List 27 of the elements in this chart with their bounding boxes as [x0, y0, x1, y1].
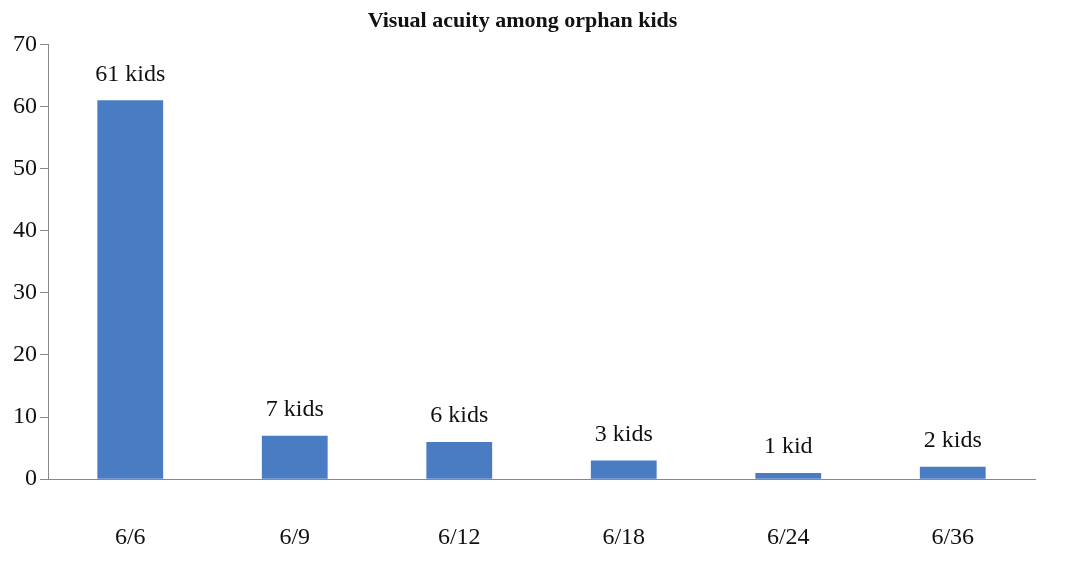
bar — [919, 466, 986, 479]
x-tick-label: 6/36 — [931, 522, 975, 549]
bar — [590, 460, 657, 479]
data-label: 1 kid — [763, 432, 813, 459]
y-tick-label: 30 — [13, 278, 37, 305]
bar — [97, 100, 164, 479]
data-label: 3 kids — [594, 419, 653, 446]
data-label: 7 kids — [265, 395, 324, 422]
x-tick-label: 6/6 — [114, 522, 146, 549]
y-tick-label: 40 — [13, 216, 37, 243]
data-label: 6 kids — [430, 401, 489, 428]
y-tick-label: 60 — [13, 91, 37, 118]
bar — [755, 472, 822, 479]
bar — [261, 435, 328, 479]
x-tick-label: 6/12 — [437, 522, 481, 549]
x-tick-label: 6/9 — [279, 522, 311, 549]
x-tick-label: 6/18 — [602, 522, 646, 549]
y-tick-label: 20 — [13, 340, 37, 367]
y-tick-label: 0 — [25, 464, 37, 491]
data-label: 2 kids — [923, 426, 982, 453]
chart-title: Visual acuity among orphan kids — [367, 6, 678, 32]
x-tick-label: 6/24 — [766, 522, 810, 549]
bar — [426, 441, 493, 479]
y-tick-label: 10 — [13, 402, 37, 429]
y-tick-label: 50 — [13, 153, 37, 180]
y-tick-label: 70 — [13, 29, 37, 56]
data-label: 61 kids — [95, 59, 166, 86]
